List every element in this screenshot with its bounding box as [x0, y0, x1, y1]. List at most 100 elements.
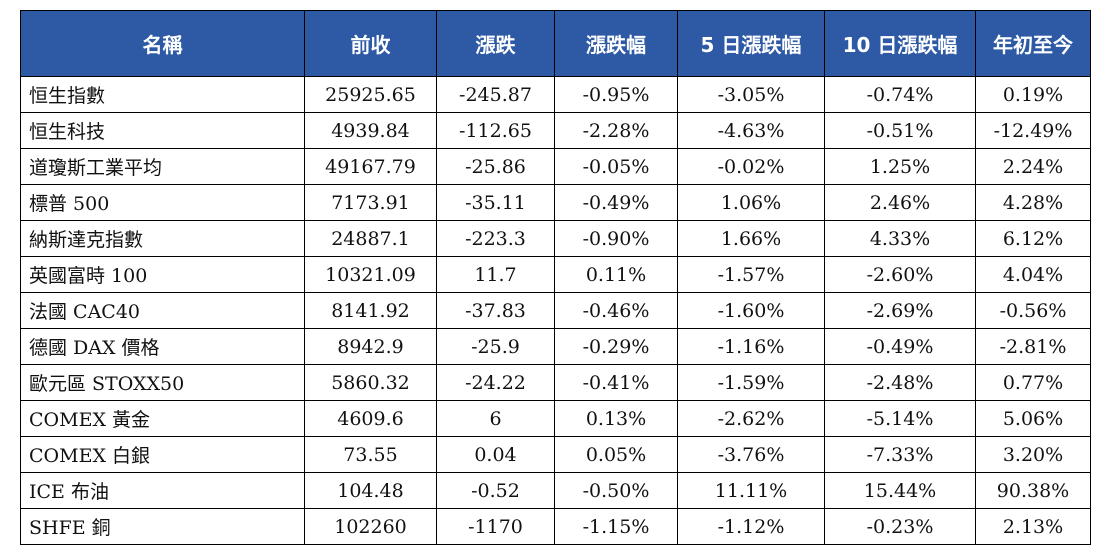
cell-10d-change-pct: -2.60%	[824, 256, 976, 293]
cell-change: -112.65	[436, 112, 555, 149]
cell-change: -37.83	[436, 292, 555, 329]
cell-change: -25.9	[436, 328, 555, 365]
cell-ytd: 90.38%	[975, 472, 1091, 509]
table-row: 法國 CAC40 8141.92 -37.83 -0.46% -1.60% -2.69% -…	[20, 292, 1091, 329]
cell-change: -1170	[436, 508, 555, 545]
cell-change: -223.3	[436, 220, 555, 257]
cell-change-pct: 0.11%	[554, 256, 678, 293]
header-change-pct: 漲跌幅	[554, 10, 678, 77]
cell-change: -245.87	[436, 76, 555, 113]
header-5d-change-pct: 5 日漲跌幅	[677, 10, 825, 77]
table-row: 英國富時 100 10321.09 11.7 0.11% -1.57% -2.60% 4.0…	[20, 256, 1091, 293]
cell-change-pct: -0.46%	[554, 292, 678, 329]
cell-prev-close: 10321.09	[304, 256, 437, 293]
table-row: 標普 500 7173.91 -35.11 -0.49% 1.06% 2.46% 4.28%	[20, 184, 1091, 221]
cell-prev-close: 49167.79	[304, 148, 437, 185]
cell-ytd: 4.28%	[975, 184, 1091, 221]
cell-change-pct: -0.50%	[554, 472, 678, 509]
cell-name: COMEX 黃金	[20, 400, 305, 437]
cell-change-pct: -1.15%	[554, 508, 678, 545]
table-row: ICE 布油 104.48 -0.52 -0.50% 11.11% 15.44% 90.38…	[20, 472, 1091, 509]
cell-ytd: -12.49%	[975, 112, 1091, 149]
table-row: 歐元區 STOXX50 5860.32 -24.22 -0.41% -1.59% -2.4…	[20, 364, 1091, 401]
table-row: COMEX 白銀 73.55 0.04 0.05% -3.76% -7.33% 3.20%	[20, 436, 1091, 473]
market-summary-table-container: 名稱 前收 漲跌 漲跌幅 5 日漲跌幅 10 日漲跌幅 年初至今 恒生指數 259…	[20, 10, 1091, 545]
cell-name: 恒生科技	[20, 112, 305, 149]
cell-10d-change-pct: 15.44%	[824, 472, 976, 509]
cell-change-pct: -0.49%	[554, 184, 678, 221]
cell-change-pct: 0.13%	[554, 400, 678, 437]
cell-prev-close: 4939.84	[304, 112, 437, 149]
cell-ytd: 6.12%	[975, 220, 1091, 257]
cell-change-pct: -0.41%	[554, 364, 678, 401]
cell-change-pct: -2.28%	[554, 112, 678, 149]
cell-10d-change-pct: -0.23%	[824, 508, 976, 545]
cell-change-pct: 0.05%	[554, 436, 678, 473]
cell-5d-change-pct: -2.62%	[677, 400, 825, 437]
cell-10d-change-pct: 2.46%	[824, 184, 976, 221]
cell-change: 6	[436, 400, 555, 437]
cell-change: -35.11	[436, 184, 555, 221]
cell-prev-close: 102260	[304, 508, 437, 545]
cell-name: ICE 布油	[20, 472, 305, 509]
cell-5d-change-pct: -3.76%	[677, 436, 825, 473]
cell-change-pct: -0.95%	[554, 76, 678, 113]
table-row: 恒生指數 25925.65 -245.87 -0.95% -3.05% -0.74% 0.1…	[20, 76, 1091, 113]
header-name: 名稱	[20, 10, 305, 77]
header-change: 漲跌	[436, 10, 555, 77]
cell-prev-close: 5860.32	[304, 364, 437, 401]
cell-5d-change-pct: 1.66%	[677, 220, 825, 257]
cell-5d-change-pct: -1.59%	[677, 364, 825, 401]
cell-prev-close: 104.48	[304, 472, 437, 509]
cell-change: 0.04	[436, 436, 555, 473]
cell-name: 歐元區 STOXX50	[20, 364, 305, 401]
cell-5d-change-pct: -1.57%	[677, 256, 825, 293]
cell-name: 納斯達克指數	[20, 220, 305, 257]
cell-change: -25.86	[436, 148, 555, 185]
cell-10d-change-pct: -0.74%	[824, 76, 976, 113]
cell-ytd: -0.56%	[975, 292, 1091, 329]
cell-prev-close: 8942.9	[304, 328, 437, 365]
table-row: COMEX 黃金 4609.6 6 0.13% -2.62% -5.14% 5.06%	[20, 400, 1091, 437]
cell-name: 英國富時 100	[20, 256, 305, 293]
cell-10d-change-pct: -7.33%	[824, 436, 976, 473]
header-prev-close: 前收	[304, 10, 437, 77]
cell-5d-change-pct: 11.11%	[677, 472, 825, 509]
cell-change-pct: -0.05%	[554, 148, 678, 185]
cell-5d-change-pct: -4.63%	[677, 112, 825, 149]
cell-change: 11.7	[436, 256, 555, 293]
cell-10d-change-pct: -0.49%	[824, 328, 976, 365]
cell-ytd: 2.13%	[975, 508, 1091, 545]
cell-10d-change-pct: -2.69%	[824, 292, 976, 329]
cell-change: -0.52	[436, 472, 555, 509]
header-10d-change-pct: 10 日漲跌幅	[824, 10, 976, 77]
table-row: SHFE 銅 102260 -1170 -1.15% -1.12% -0.23% 2.13%	[20, 508, 1091, 545]
cell-prev-close: 24887.1	[304, 220, 437, 257]
table-row: 納斯達克指數 24887.1 -223.3 -0.90% 1.66% 4.33% 6.12%	[20, 220, 1091, 257]
cell-5d-change-pct: -1.60%	[677, 292, 825, 329]
cell-prev-close: 8141.92	[304, 292, 437, 329]
cell-ytd: 2.24%	[975, 148, 1091, 185]
cell-ytd: 0.19%	[975, 76, 1091, 113]
cell-10d-change-pct: -2.48%	[824, 364, 976, 401]
cell-prev-close: 4609.6	[304, 400, 437, 437]
cell-ytd: 3.20%	[975, 436, 1091, 473]
cell-prev-close: 73.55	[304, 436, 437, 473]
table-row: 恒生科技 4939.84 -112.65 -2.28% -4.63% -0.51% -12.…	[20, 112, 1091, 149]
cell-prev-close: 7173.91	[304, 184, 437, 221]
cell-5d-change-pct: 1.06%	[677, 184, 825, 221]
cell-5d-change-pct: -1.16%	[677, 328, 825, 365]
cell-name: 道瓊斯工業平均	[20, 148, 305, 185]
cell-change-pct: -0.29%	[554, 328, 678, 365]
cell-ytd: -2.81%	[975, 328, 1091, 365]
market-summary-table: 名稱 前收 漲跌 漲跌幅 5 日漲跌幅 10 日漲跌幅 年初至今 恒生指數 259…	[20, 10, 1091, 545]
cell-10d-change-pct: 4.33%	[824, 220, 976, 257]
cell-5d-change-pct: -3.05%	[677, 76, 825, 113]
cell-5d-change-pct: -1.12%	[677, 508, 825, 545]
cell-ytd: 0.77%	[975, 364, 1091, 401]
cell-10d-change-pct: -5.14%	[824, 400, 976, 437]
cell-change: -24.22	[436, 364, 555, 401]
table-row: 德國 DAX 價格 8942.9 -25.9 -0.29% -1.16% -0.49% -2…	[20, 328, 1091, 365]
cell-name: COMEX 白銀	[20, 436, 305, 473]
cell-change-pct: -0.90%	[554, 220, 678, 257]
